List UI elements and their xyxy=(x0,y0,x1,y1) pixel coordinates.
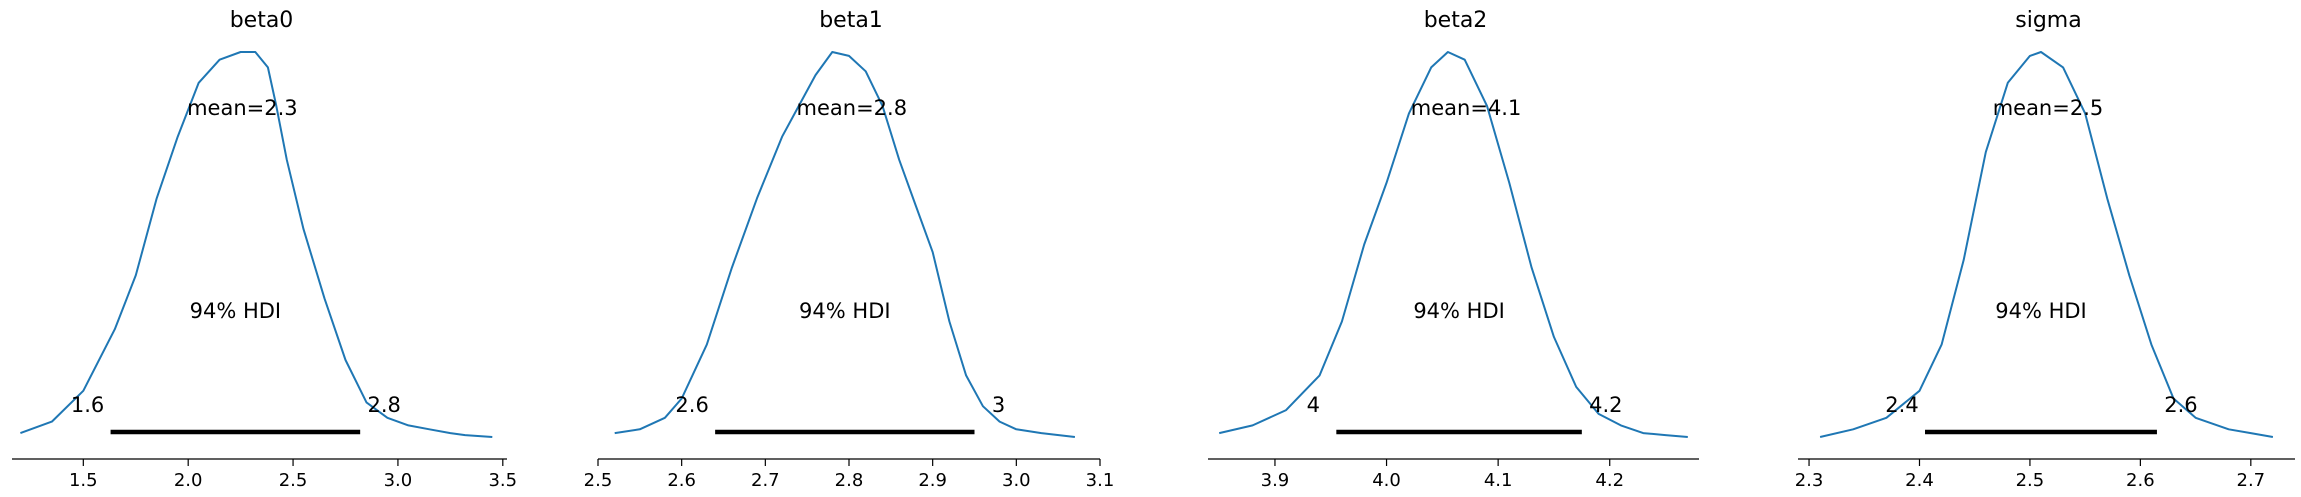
chart-title: sigma xyxy=(2015,8,2081,33)
x-tick-label: 1.5 xyxy=(69,470,98,491)
x-tick-label: 2.5 xyxy=(279,470,308,491)
mean-label: mean=2.8 xyxy=(797,96,908,120)
chart-title: beta2 xyxy=(1424,8,1488,33)
mean-label: mean=2.5 xyxy=(1993,96,2104,120)
x-tick-label: 2.6 xyxy=(667,470,696,491)
hdi-low-label: 4 xyxy=(1307,393,1320,417)
panel-beta2: 3.9 4.0 4.1 4.2 4 4.2 94% HDI mean=4.1 beta2 xyxy=(1208,8,1699,491)
mean-label: mean=2.3 xyxy=(187,96,298,120)
x-tick-label: 3.0 xyxy=(1002,470,1031,491)
x-tick-label: 2.7 xyxy=(2237,470,2266,491)
panel-sigma: 2.3 2.4 2.5 2.6 2.7 2.4 2.6 94% HDI mean=2.5 sigm… xyxy=(1795,8,2295,491)
x-tick-label: 4.2 xyxy=(1595,470,1624,491)
hdi-label: 94% HDI xyxy=(1413,299,1505,323)
panel-beta1: 2.5 2.6 2.7 2.8 2.9 3.0 3.1 2.6 3 94% HDI mean=2.8… xyxy=(584,8,1115,491)
x-tick-label: 2.5 xyxy=(584,470,613,491)
x-tick-label: 3.1 xyxy=(1086,470,1115,491)
x-tick-label: 4.1 xyxy=(1484,470,1513,491)
x-tick-label: 2.0 xyxy=(174,470,203,491)
mean-label: mean=4.1 xyxy=(1411,96,1522,120)
x-tick-label: 2.9 xyxy=(918,470,947,491)
x-tick-label: 3.0 xyxy=(384,470,413,491)
hdi-low-label: 2.4 xyxy=(1885,393,1918,417)
chart-title: beta1 xyxy=(819,8,883,33)
x-tick-label: 2.4 xyxy=(1905,470,1934,491)
chart-title: beta0 xyxy=(230,8,294,33)
density-curve xyxy=(614,51,1076,438)
density-curve xyxy=(20,51,493,438)
hdi-high-label: 2.6 xyxy=(2164,393,2197,417)
hdi-low-label: 1.6 xyxy=(71,393,104,417)
density-curve xyxy=(1819,51,2274,438)
hdi-high-label: 4.2 xyxy=(1589,393,1622,417)
x-tick-label: 3.9 xyxy=(1261,470,1290,491)
x-tick-label: 2.6 xyxy=(2126,470,2155,491)
x-tick-label: 2.8 xyxy=(835,470,864,491)
x-tick-label: 4.0 xyxy=(1372,470,1401,491)
x-tick-label: 2.5 xyxy=(2016,470,2045,491)
hdi-label: 94% HDI xyxy=(799,299,891,323)
x-tick-label: 2.3 xyxy=(1795,470,1824,491)
x-tick-label: 3.5 xyxy=(488,470,517,491)
hdi-low-label: 2.6 xyxy=(675,393,708,417)
panel-beta0: 1.5 2.0 2.5 3.0 3.5 1.6 2.8 94% HDI mean=2.3 beta… xyxy=(12,8,517,491)
x-tick-label: 2.7 xyxy=(751,470,780,491)
hdi-label: 94% HDI xyxy=(1995,299,2087,323)
density-curve xyxy=(1218,51,1688,438)
hdi-label: 94% HDI xyxy=(190,299,282,323)
hdi-high-label: 3 xyxy=(992,393,1005,417)
hdi-high-label: 2.8 xyxy=(367,393,400,417)
